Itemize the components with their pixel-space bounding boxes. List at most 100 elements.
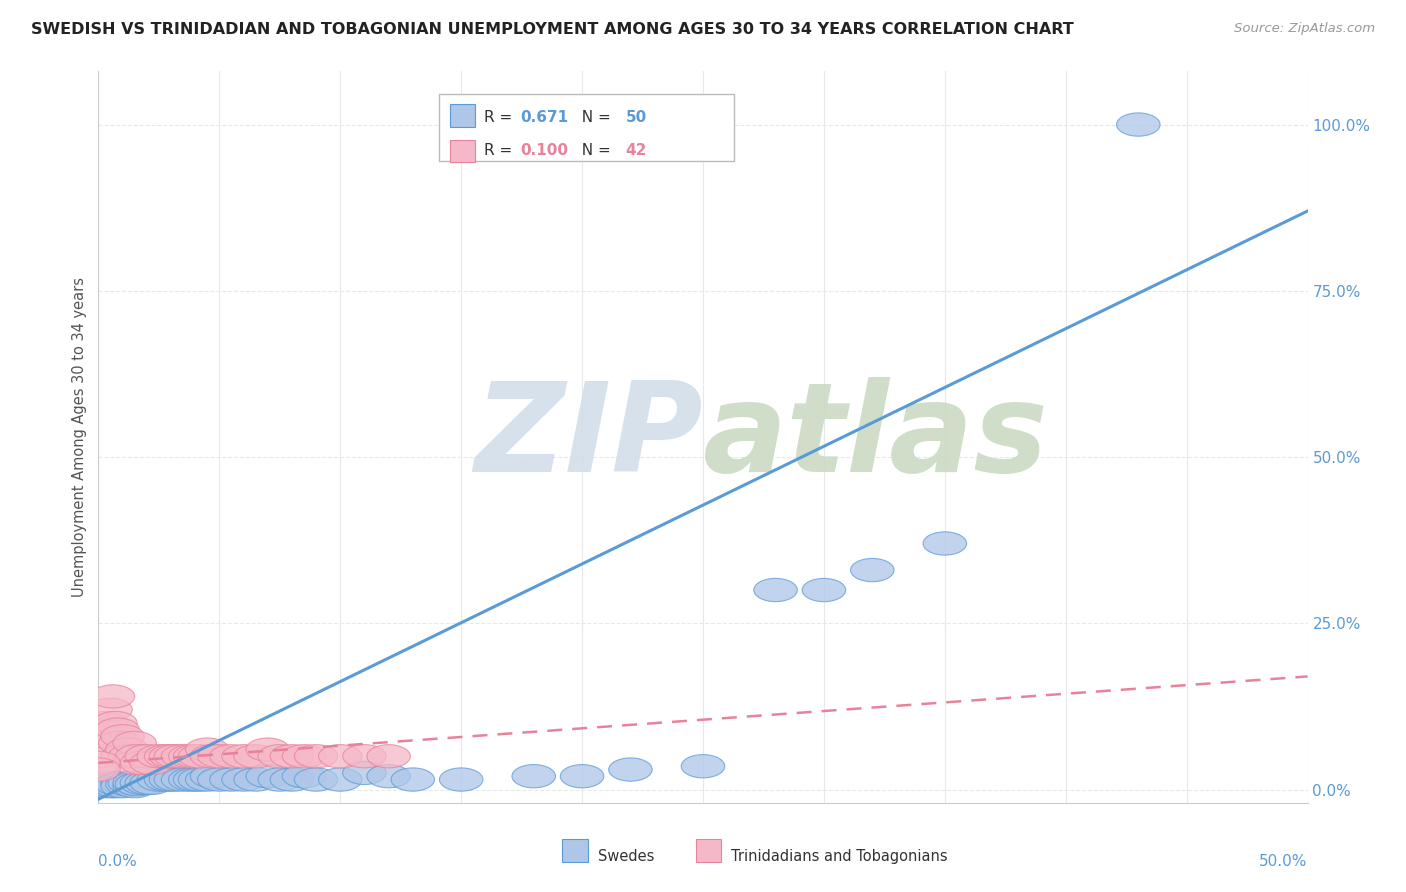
Ellipse shape bbox=[77, 758, 120, 781]
Ellipse shape bbox=[259, 768, 301, 791]
Ellipse shape bbox=[94, 712, 138, 735]
Ellipse shape bbox=[82, 724, 125, 747]
Ellipse shape bbox=[186, 738, 229, 761]
Ellipse shape bbox=[1116, 113, 1160, 136]
Ellipse shape bbox=[149, 768, 193, 791]
Ellipse shape bbox=[112, 774, 156, 797]
Ellipse shape bbox=[179, 745, 222, 768]
Text: 0.671: 0.671 bbox=[520, 110, 568, 125]
Text: 50: 50 bbox=[626, 110, 647, 125]
Ellipse shape bbox=[105, 772, 149, 796]
Ellipse shape bbox=[173, 745, 217, 768]
Ellipse shape bbox=[129, 751, 173, 774]
Ellipse shape bbox=[125, 745, 169, 768]
Ellipse shape bbox=[77, 772, 120, 795]
Ellipse shape bbox=[145, 768, 188, 791]
Ellipse shape bbox=[169, 768, 212, 791]
Text: R =: R = bbox=[484, 143, 517, 158]
Text: ZIP: ZIP bbox=[474, 376, 703, 498]
Text: R =: R = bbox=[484, 110, 517, 125]
Ellipse shape bbox=[561, 764, 603, 788]
Ellipse shape bbox=[108, 745, 152, 768]
Text: 0.100: 0.100 bbox=[520, 143, 568, 158]
Text: Swedes: Swedes bbox=[598, 849, 654, 864]
Ellipse shape bbox=[89, 774, 132, 797]
Ellipse shape bbox=[222, 768, 266, 791]
Ellipse shape bbox=[294, 768, 337, 791]
Ellipse shape bbox=[294, 745, 337, 768]
Ellipse shape bbox=[120, 772, 163, 795]
Ellipse shape bbox=[169, 745, 212, 768]
Ellipse shape bbox=[112, 731, 156, 755]
Ellipse shape bbox=[84, 712, 128, 735]
Ellipse shape bbox=[391, 768, 434, 791]
Ellipse shape bbox=[367, 764, 411, 788]
Ellipse shape bbox=[283, 764, 326, 788]
Ellipse shape bbox=[89, 698, 132, 722]
Ellipse shape bbox=[77, 745, 120, 768]
Ellipse shape bbox=[162, 745, 205, 768]
Text: 50.0%: 50.0% bbox=[1260, 854, 1308, 869]
Ellipse shape bbox=[319, 745, 361, 768]
Text: Trinidadians and Tobagonians: Trinidadians and Tobagonians bbox=[731, 849, 948, 864]
Ellipse shape bbox=[129, 772, 173, 795]
Text: atlas: atlas bbox=[703, 376, 1049, 498]
Ellipse shape bbox=[343, 761, 387, 785]
Ellipse shape bbox=[101, 724, 145, 747]
Ellipse shape bbox=[270, 768, 314, 791]
Ellipse shape bbox=[162, 768, 205, 791]
Text: SWEDISH VS TRINIDADIAN AND TOBAGONIAN UNEMPLOYMENT AMONG AGES 30 TO 34 YEARS COR: SWEDISH VS TRINIDADIAN AND TOBAGONIAN UN… bbox=[31, 22, 1074, 37]
Ellipse shape bbox=[246, 738, 290, 761]
Ellipse shape bbox=[440, 768, 482, 791]
Ellipse shape bbox=[924, 532, 966, 555]
Ellipse shape bbox=[149, 745, 193, 768]
Ellipse shape bbox=[233, 768, 277, 791]
Ellipse shape bbox=[682, 755, 724, 778]
Ellipse shape bbox=[77, 751, 120, 774]
Ellipse shape bbox=[105, 738, 149, 761]
Ellipse shape bbox=[609, 758, 652, 781]
Text: Source: ZipAtlas.com: Source: ZipAtlas.com bbox=[1234, 22, 1375, 36]
Ellipse shape bbox=[112, 751, 156, 774]
Ellipse shape bbox=[233, 745, 277, 768]
Ellipse shape bbox=[246, 764, 290, 788]
Ellipse shape bbox=[96, 718, 139, 741]
Ellipse shape bbox=[270, 745, 314, 768]
Ellipse shape bbox=[91, 685, 135, 708]
Text: N =: N = bbox=[572, 110, 616, 125]
Text: 0.0%: 0.0% bbox=[98, 854, 138, 869]
Ellipse shape bbox=[125, 772, 169, 795]
Ellipse shape bbox=[155, 768, 198, 791]
Ellipse shape bbox=[319, 768, 361, 791]
Text: N =: N = bbox=[572, 143, 616, 158]
Ellipse shape bbox=[803, 578, 845, 601]
Ellipse shape bbox=[101, 745, 145, 768]
Ellipse shape bbox=[222, 745, 266, 768]
Ellipse shape bbox=[94, 774, 138, 797]
Ellipse shape bbox=[115, 772, 159, 796]
Ellipse shape bbox=[209, 745, 253, 768]
Ellipse shape bbox=[115, 745, 159, 768]
Ellipse shape bbox=[101, 774, 145, 797]
Ellipse shape bbox=[198, 768, 240, 791]
Ellipse shape bbox=[96, 772, 139, 796]
Ellipse shape bbox=[84, 772, 128, 796]
Ellipse shape bbox=[91, 772, 135, 795]
Ellipse shape bbox=[145, 745, 188, 768]
Ellipse shape bbox=[367, 745, 411, 768]
Ellipse shape bbox=[343, 745, 387, 768]
Ellipse shape bbox=[186, 768, 229, 791]
Ellipse shape bbox=[155, 745, 198, 768]
Ellipse shape bbox=[101, 772, 145, 795]
Ellipse shape bbox=[190, 745, 233, 768]
Ellipse shape bbox=[138, 745, 180, 768]
Text: 42: 42 bbox=[626, 143, 647, 158]
Ellipse shape bbox=[112, 772, 156, 795]
Ellipse shape bbox=[198, 745, 240, 768]
Ellipse shape bbox=[138, 768, 180, 791]
Ellipse shape bbox=[512, 764, 555, 788]
Ellipse shape bbox=[259, 745, 301, 768]
Ellipse shape bbox=[754, 578, 797, 601]
Ellipse shape bbox=[82, 774, 125, 797]
Ellipse shape bbox=[851, 558, 894, 582]
